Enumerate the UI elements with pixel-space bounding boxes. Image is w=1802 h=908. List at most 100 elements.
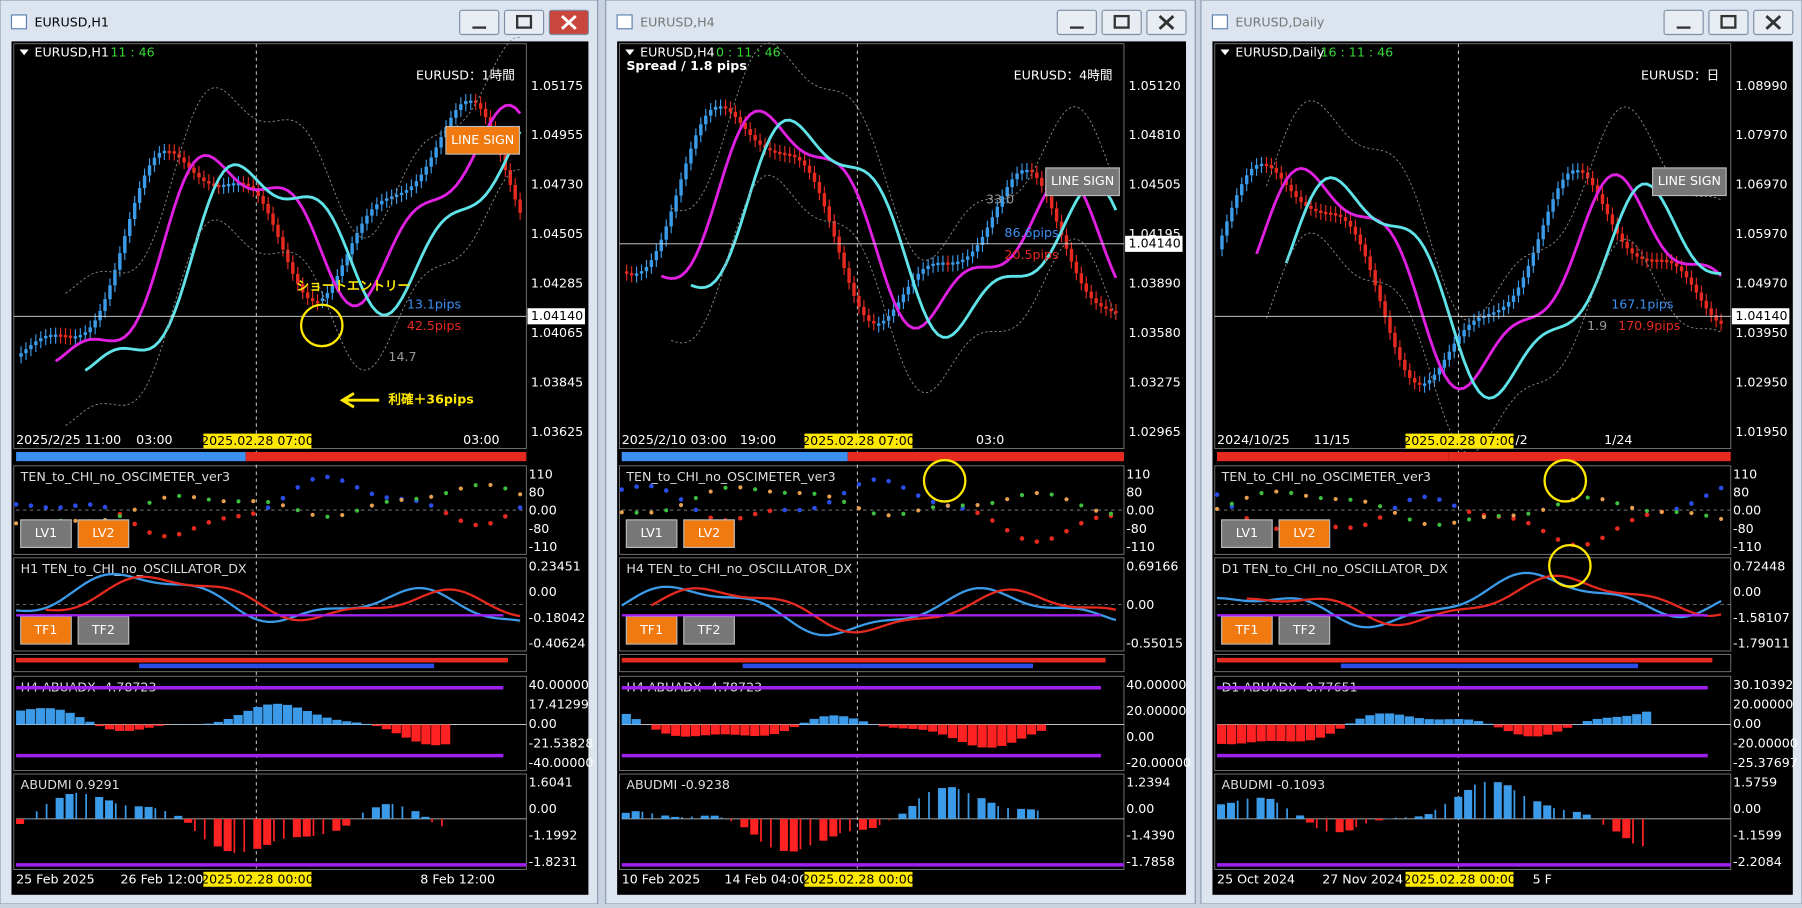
candle (1423, 384, 1426, 386)
candle (1428, 380, 1431, 383)
dmi-bar (1276, 803, 1278, 819)
candle (996, 207, 999, 218)
dmi-bar (1514, 790, 1516, 819)
osc-dot (649, 484, 654, 489)
timer: 11 : 46 (110, 44, 154, 59)
candle (630, 273, 633, 275)
adx-bar (1286, 725, 1295, 742)
osc-band (281, 503, 285, 507)
candle (709, 110, 712, 116)
dmi-bar (1395, 818, 1397, 819)
strip (16, 658, 508, 663)
candle (1369, 256, 1372, 270)
adx-bar (1306, 725, 1315, 741)
candle (1240, 184, 1243, 195)
oscillator-scale: -1.79011 (1733, 636, 1790, 651)
bottom-time-label: 25 Feb 2025 (16, 871, 95, 886)
candle (64, 335, 67, 337)
candle (192, 168, 195, 173)
abuadx-scale: 30.10392 (1733, 677, 1793, 692)
pane-button-label: LV2 (698, 525, 720, 540)
candle (459, 104, 462, 110)
osc-band (1378, 504, 1382, 508)
adx-bar (1484, 724, 1493, 725)
osc-band (399, 498, 403, 502)
osc-band (488, 483, 492, 487)
adx-bar (691, 725, 700, 737)
osc-band (207, 497, 211, 501)
dmi-bar (303, 819, 311, 837)
candle (1250, 169, 1253, 175)
bottom-time-label: 10 Feb 2025 (622, 871, 701, 886)
pane-button-label: LV1 (35, 525, 57, 540)
candle (1099, 303, 1102, 306)
candle (828, 206, 831, 221)
candle (1512, 296, 1515, 302)
osc-dot (1393, 506, 1398, 511)
dmi-bar (1326, 819, 1328, 832)
osc-band (1393, 511, 1397, 515)
osc-dot (1437, 497, 1442, 502)
price-label: 1.04505 (531, 226, 583, 241)
pane-button-label: TF2 (91, 622, 115, 637)
candle (1225, 221, 1228, 235)
adx-bar (1533, 725, 1542, 737)
adx-bar (421, 725, 430, 745)
dmi-bar (948, 787, 956, 819)
dmi-bar (691, 817, 693, 819)
price-label: 1.03890 (1129, 276, 1181, 291)
abuadx-scale: -25.37697 (1733, 755, 1798, 770)
candle (655, 251, 658, 260)
candle (133, 203, 136, 219)
time-highlight: 2025.02.28 00:00 (1403, 871, 1516, 886)
time-label: 03:00 (463, 432, 499, 447)
oscimeter-scale: -110 (1126, 539, 1155, 554)
candle (1630, 248, 1633, 253)
abudmi-scale: -2.2084 (1733, 854, 1782, 869)
dmi-bar (642, 812, 644, 819)
osc-dot (1064, 529, 1069, 534)
osc-band (251, 499, 255, 503)
osc-band (1452, 521, 1456, 525)
abudmi-scale: 0.00 (1733, 801, 1761, 816)
adx-bar (632, 719, 641, 724)
candle (1388, 317, 1391, 333)
candle (1680, 266, 1683, 271)
dmi-bar (342, 819, 350, 826)
adx-bar (928, 725, 937, 732)
osc-dot (295, 485, 300, 490)
time-label: 2024/10/25 (1217, 432, 1290, 447)
adx-bar (411, 725, 420, 742)
window-max-button[interactable] (505, 10, 544, 34)
dmi-bar (898, 814, 906, 819)
dmi-bar (839, 819, 841, 833)
chart-symbol: EURUSD,H1 (34, 44, 108, 59)
dmi-bar (392, 804, 394, 819)
candle (415, 181, 418, 186)
candle (847, 268, 850, 283)
window-max-button[interactable] (1102, 10, 1141, 34)
adx-bar (1573, 724, 1582, 725)
window-max-button[interactable] (1709, 10, 1748, 34)
dmi-bar (75, 793, 77, 819)
time-highlight: 2025.02.28 07:00 (201, 433, 314, 448)
window-min-button[interactable] (1057, 10, 1096, 34)
candle (69, 336, 72, 338)
candle (674, 196, 677, 212)
candle (818, 182, 821, 193)
abuadx-scale: -20.00000 (1126, 755, 1191, 770)
dmi-bar (1444, 804, 1446, 819)
adx-bar (1227, 725, 1236, 745)
window-min-button[interactable] (1664, 10, 1703, 34)
window-min-button[interactable] (460, 10, 499, 34)
osc-band (1245, 496, 1249, 500)
candle (640, 271, 643, 273)
candle (1104, 306, 1107, 308)
chart-symbol: EURUSD,H4 (640, 44, 714, 59)
time-label: 2025/2/10 03:00 (622, 432, 727, 447)
dmi-bar (671, 817, 679, 819)
candle (1453, 344, 1456, 352)
candle (261, 196, 264, 204)
abuadx-scale: 40.00000 (1126, 677, 1186, 692)
